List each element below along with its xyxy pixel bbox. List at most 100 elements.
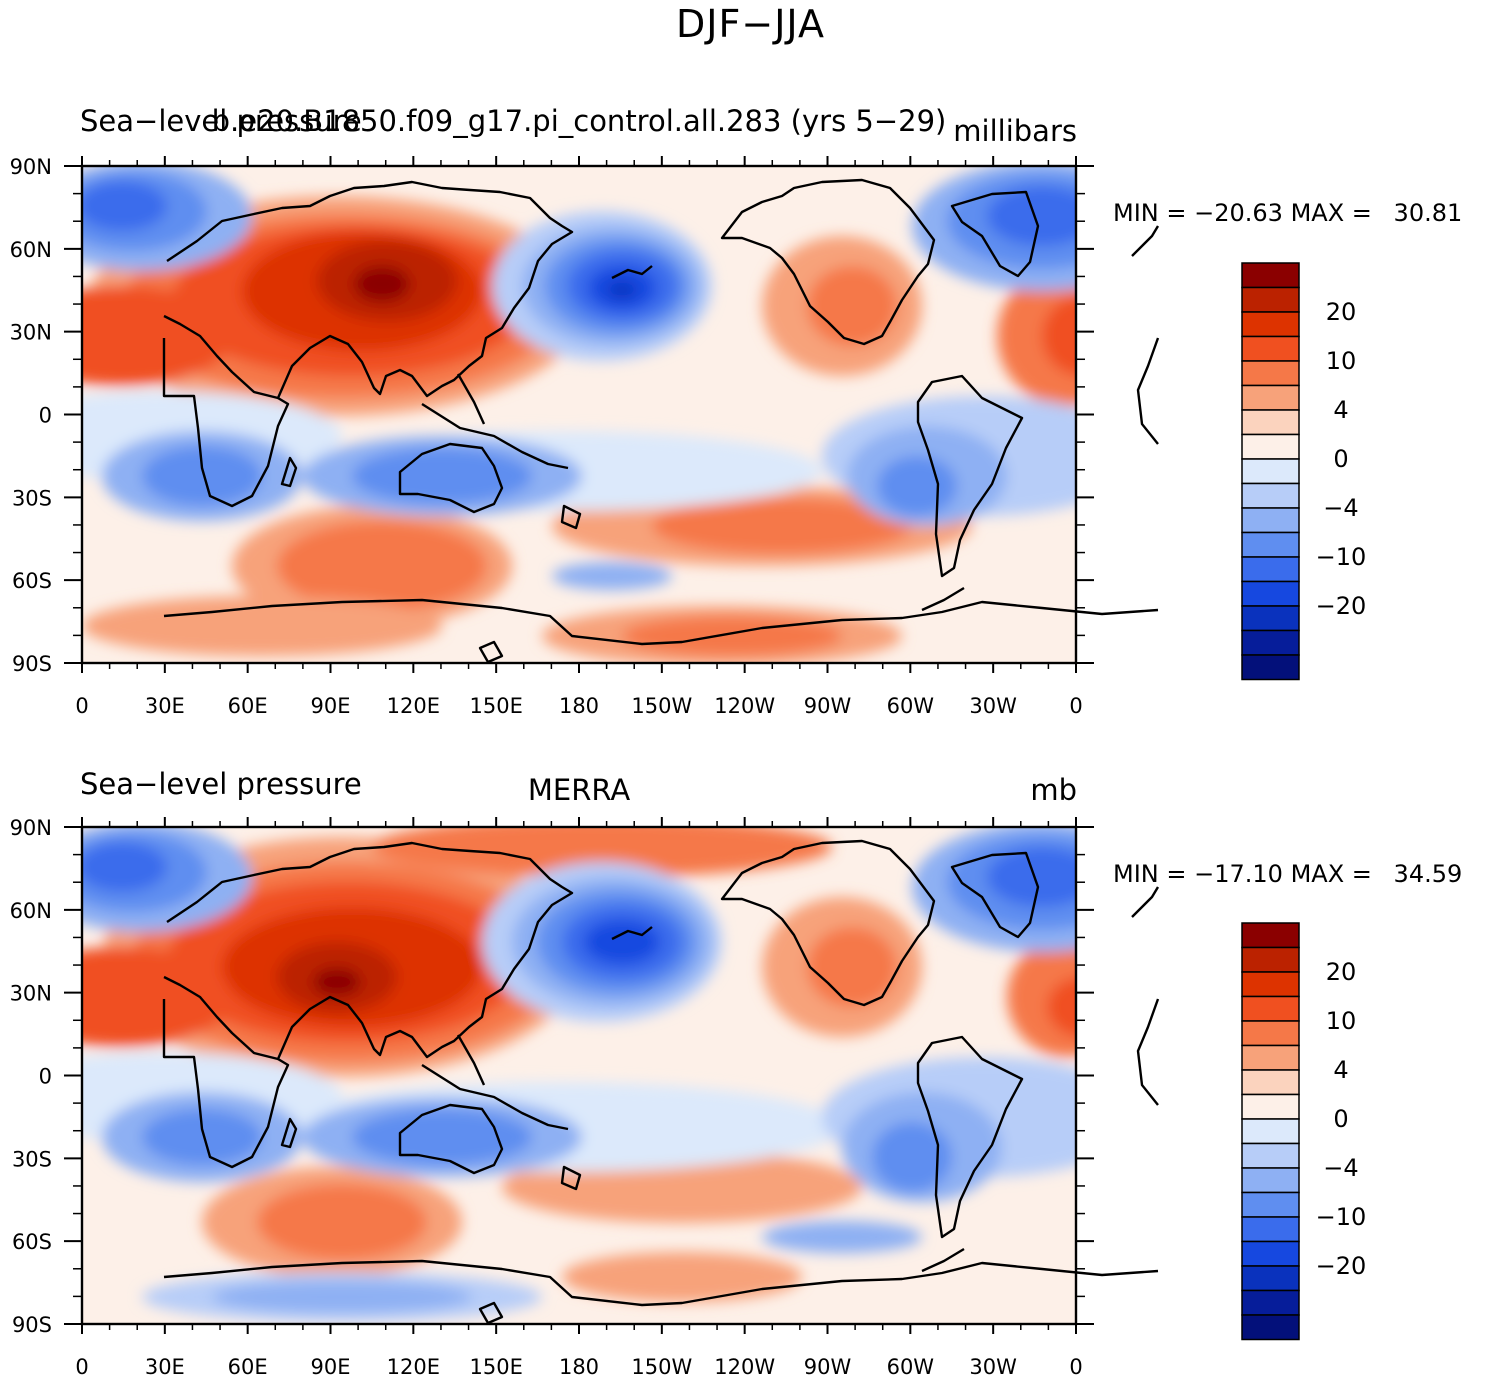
colorbar-swatch — [1241, 1265, 1300, 1292]
colorbars: 20 10 4 0 −4 −10 −20 20 10 4 0 −4 −10 −20 — [1241, 262, 1367, 1341]
colorbar-swatch — [1241, 995, 1300, 1022]
y-tick-label: 30S — [12, 1147, 52, 1171]
x-tick-label: 30E — [145, 1355, 185, 1379]
colorbar-swatch — [1241, 922, 1300, 949]
colorbar-label: −20 — [1316, 592, 1367, 620]
colorbar-swatch — [1241, 458, 1300, 485]
panel-2-minmax: MIN = −17.10 MAX = 34.59 — [1113, 860, 1462, 888]
panel-2-dataset-label: MERRA — [527, 773, 631, 807]
x-tick-label: 0 — [1069, 1355, 1082, 1379]
y-tick-label: 90N — [10, 155, 52, 179]
panel-2-max-label: MAX = — [1290, 860, 1372, 888]
x-tick-label: 90E — [311, 694, 351, 718]
y-tick-label: 30N — [10, 982, 52, 1006]
colorbar-label: 0 — [1333, 445, 1348, 473]
y-tick-label: 30N — [10, 321, 52, 345]
colorbar-swatch — [1241, 1118, 1300, 1145]
colorbar-label: 0 — [1333, 1105, 1348, 1133]
colorbar-swatch — [1241, 1289, 1300, 1316]
panel-2-min-label: MIN = — [1113, 860, 1187, 888]
colorbar-swatch — [1241, 360, 1300, 387]
y-tick-label: 90S — [12, 1313, 52, 1337]
panel-1-units-label: millibars — [953, 114, 1077, 148]
colorbar-label: 20 — [1326, 298, 1357, 326]
y-tick-label: 60S — [12, 1230, 52, 1254]
panel-1-case-label: b.e20.B1850.f09_g17.pi_control.all.283 (… — [211, 104, 947, 138]
colorbar-swatch — [1241, 1093, 1300, 1120]
x-tick-label: 30W — [969, 1355, 1017, 1379]
page-title: DJF−JJA — [676, 2, 825, 46]
colorbar-swatch — [1241, 1069, 1300, 1096]
panel-1-map — [82, 166, 1160, 664]
y-tick-label: 0 — [39, 404, 52, 428]
colorbar-swatch — [1241, 605, 1300, 632]
x-tick-label: 60E — [228, 1355, 268, 1379]
y-tick-label: 0 — [39, 1065, 52, 1089]
x-tick-label: 120E — [387, 694, 440, 718]
x-tick-label: 180 — [559, 1355, 599, 1379]
x-tick-label: 60E — [228, 694, 268, 718]
y-tick-label: 90N — [10, 816, 52, 840]
colorbar-swatch — [1241, 580, 1300, 607]
x-tick-label: 30E — [145, 694, 185, 718]
colorbar-label: 10 — [1326, 347, 1357, 375]
colorbar-swatch — [1241, 1314, 1300, 1341]
x-tick-label: 120W — [714, 694, 775, 718]
panel-1-max-value: 30.81 — [1393, 199, 1463, 227]
panel-1-max-label: MAX = — [1290, 199, 1372, 227]
panel-2-min-value: −17.10 — [1194, 860, 1283, 888]
panel-1-min-label: MIN = — [1113, 199, 1187, 227]
x-tick-label: 0 — [1069, 694, 1082, 718]
x-tick-label: 0 — [75, 1355, 88, 1379]
x-tick-label: 0 — [75, 694, 88, 718]
colorbar-label: −10 — [1316, 543, 1367, 571]
panel-2-max-value: 34.59 — [1393, 860, 1463, 888]
axis-tick-labels: 0 30E 60E 90E 120E 150E 180 150W 120W 90W 60W 30W 09… — [10, 155, 1083, 1379]
y-tick-label: 60S — [12, 569, 52, 593]
colorbar-swatch — [1241, 1216, 1300, 1243]
axis-tick-marks — [64, 156, 1094, 1334]
x-tick-label: 120W — [714, 1355, 775, 1379]
panel-1-variable-label: Sea−level pressure — [80, 104, 362, 138]
colorbar-swatch — [1241, 531, 1300, 558]
colorbar-swatch — [1241, 1044, 1300, 1071]
x-tick-label: 90W — [804, 694, 852, 718]
panel-2-map — [82, 827, 1160, 1325]
panel-2-variable-label: Sea−level pressure — [80, 767, 362, 801]
y-tick-label: 90S — [12, 652, 52, 676]
panel-2-units-label: mb — [1030, 773, 1077, 807]
colorbar-swatch — [1241, 556, 1300, 583]
colorbar-swatch — [1241, 409, 1300, 436]
panel-1-minmax: MIN = −20.63 MAX = 30.81 — [1113, 199, 1462, 227]
y-tick-label: 60N — [10, 238, 52, 262]
colorbar-swatch — [1241, 335, 1300, 362]
colorbar-label: −4 — [1323, 1154, 1358, 1182]
colorbar-label: −4 — [1323, 494, 1358, 522]
colorbar-swatch — [1241, 482, 1300, 509]
colorbar-label: 4 — [1333, 1056, 1348, 1084]
colorbar-swatch — [1241, 311, 1300, 338]
colorbar-swatch — [1241, 629, 1300, 656]
colorbar-label: 4 — [1333, 396, 1348, 424]
y-tick-label: 30S — [12, 486, 52, 510]
colorbar-swatch — [1241, 507, 1300, 534]
x-tick-label: 60W — [887, 694, 935, 718]
colorbar-swatch — [1241, 384, 1300, 411]
colorbar-label: 20 — [1326, 958, 1357, 986]
colorbar-swatch — [1241, 262, 1300, 289]
colorbar-label: −10 — [1316, 1203, 1367, 1231]
x-tick-label: 180 — [559, 694, 599, 718]
x-tick-label: 120E — [387, 1355, 440, 1379]
x-tick-label: 90W — [804, 1355, 852, 1379]
x-tick-label: 150W — [631, 694, 692, 718]
colorbar-swatch — [1241, 1142, 1300, 1169]
x-tick-label: 60W — [887, 1355, 935, 1379]
colorbar-swatch — [1241, 1167, 1300, 1194]
colorbar-label: 10 — [1326, 1007, 1357, 1035]
colorbar-swatch — [1241, 1020, 1300, 1047]
x-tick-label: 150W — [631, 1355, 692, 1379]
x-tick-label: 150E — [469, 694, 522, 718]
colorbar-swatch — [1241, 433, 1300, 460]
x-tick-label: 30W — [969, 694, 1017, 718]
